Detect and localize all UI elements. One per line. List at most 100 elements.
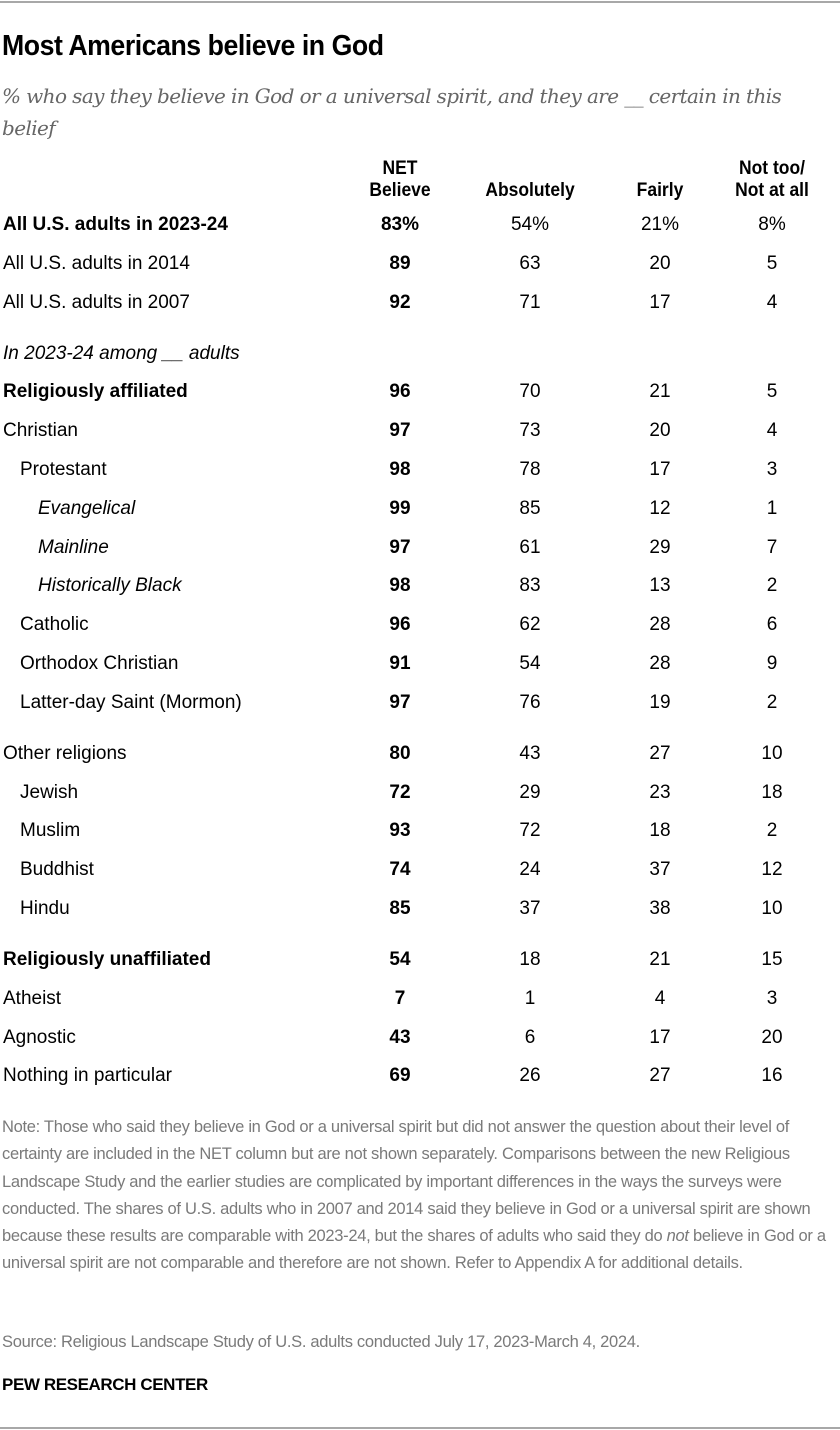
table-row: Latter-day Saint (Mormon) 97 76 19 2 [0, 692, 840, 722]
net-value: 98 [389, 575, 411, 596]
cell-value: 78 [519, 459, 541, 480]
net-value: 69 [389, 1065, 411, 1086]
net-value: 97 [389, 537, 411, 558]
cell-value: 18 [761, 782, 783, 803]
net-value: 74 [389, 859, 411, 880]
cell-value: 43 [519, 743, 541, 764]
cell-value: 13 [649, 575, 671, 596]
cell-value: 2 [766, 692, 778, 713]
table-row: Muslim 93 72 18 2 [0, 820, 840, 850]
cell-value: 2 [766, 575, 778, 596]
column-header-line [461, 158, 599, 180]
table-row: All U.S. adults in 2014 89 63 20 5 [0, 253, 840, 283]
row-label: Hindu [20, 898, 70, 919]
cell-value: 21 [649, 381, 671, 402]
cell-value: 28 [649, 653, 671, 674]
cell-value: 10 [761, 898, 783, 919]
row-label: Religiously unaffiliated [3, 949, 211, 970]
cell-value: 12 [761, 859, 783, 880]
cell-value: 8% [758, 214, 786, 235]
cell-value: 63 [519, 253, 541, 274]
row-label: All U.S. adults in 2014 [3, 253, 190, 274]
column-header-line: Not at all [735, 180, 809, 201]
top-rule [0, 1, 840, 3]
table-row: Atheist 7 1 4 3 [0, 988, 840, 1018]
cell-value: 20 [649, 253, 671, 274]
table-row: Religiously unaffiliated 54 18 21 15 [0, 949, 840, 979]
column-header: Not too/Not at all [703, 158, 840, 202]
cell-value: 38 [649, 898, 671, 919]
net-value: 99 [389, 498, 411, 519]
cell-value: 18 [519, 949, 541, 970]
row-label: All U.S. adults in 2023-24 [3, 214, 228, 235]
cell-value: 17 [649, 1027, 671, 1048]
row-label: Historically Black [38, 575, 182, 596]
cell-value: 18 [649, 820, 671, 841]
net-value: 89 [389, 253, 411, 274]
row-label: Evangelical [38, 498, 136, 519]
bottom-rule [0, 1427, 840, 1429]
column-header: Fairly [591, 158, 729, 202]
cell-value: 37 [519, 898, 541, 919]
table-row: Orthodox Christian 91 54 28 9 [0, 653, 840, 683]
cell-value: 17 [649, 459, 671, 480]
column-header: Absolutely [461, 158, 599, 202]
note-text: Note: Those who said they believe in God… [2, 1118, 811, 1246]
cell-value: 17 [649, 292, 671, 313]
source: Source: Religious Landscape Study of U.S… [2, 1333, 640, 1351]
section-label-row: In 2023-24 among __ adults [0, 343, 840, 373]
row-label: Nothing in particular [3, 1065, 172, 1086]
cell-value: 9 [766, 653, 778, 674]
net-value: 85 [389, 898, 411, 919]
row-label: In 2023-24 among __ adults [3, 343, 240, 364]
row-label: Protestant [20, 459, 107, 480]
net-value: 72 [389, 782, 411, 803]
row-label: Muslim [20, 820, 81, 841]
cell-value: 10 [761, 743, 783, 764]
org-logo-text: PEW RESEARCH CENTER [2, 1375, 208, 1394]
cell-value: 83 [519, 575, 541, 596]
net-value: 96 [389, 614, 411, 635]
cell-value: 20 [649, 420, 671, 441]
column-header: NET Believe [331, 158, 469, 202]
cell-value: 4 [654, 988, 666, 1009]
net-value: 80 [389, 743, 411, 764]
cell-value: 6 [524, 1027, 536, 1048]
table-row: Hindu 85 37 38 10 [0, 898, 840, 928]
column-header-line: NET [382, 158, 418, 179]
cell-value: 26 [519, 1065, 541, 1086]
column-header-line: Believe [369, 180, 431, 201]
net-value: 83% [380, 214, 420, 235]
table-row: Jewish 72 29 23 18 [0, 782, 840, 812]
cell-value: 29 [519, 782, 541, 803]
cell-value: 27 [649, 1065, 671, 1086]
cell-value: 4 [766, 292, 778, 313]
cell-value: 6 [766, 614, 778, 635]
cell-value: 12 [649, 498, 671, 519]
cell-value: 21 [649, 949, 671, 970]
row-label: Religiously affiliated [3, 381, 188, 402]
table-row: Protestant 98 78 17 3 [0, 459, 840, 489]
table-row: Christian 97 73 20 4 [0, 420, 840, 450]
cell-value: 5 [766, 381, 778, 402]
cell-value: 23 [649, 782, 671, 803]
row-label: Orthodox Christian [20, 653, 179, 674]
cell-value: 7 [766, 537, 778, 558]
cell-value: 24 [519, 859, 541, 880]
column-header-line: Fairly [636, 180, 684, 201]
cell-value: 70 [519, 381, 541, 402]
cell-value: 37 [649, 859, 671, 880]
cell-value: 54 [519, 653, 541, 674]
cell-value: 4 [766, 420, 778, 441]
cell-value: 73 [519, 420, 541, 441]
cell-value: 3 [766, 988, 778, 1009]
cell-value: 71 [519, 292, 541, 313]
net-value: 96 [389, 381, 411, 402]
row-label: Catholic [20, 614, 89, 635]
net-value: 93 [389, 820, 411, 841]
net-value: 98 [389, 459, 411, 480]
net-value: 7 [394, 988, 406, 1009]
note-text-end: believe in God or a universal spirit are… [2, 1227, 826, 1273]
table-row: Catholic 96 62 28 6 [0, 614, 840, 644]
table-row: Historically Black 98 83 13 2 [0, 575, 840, 605]
